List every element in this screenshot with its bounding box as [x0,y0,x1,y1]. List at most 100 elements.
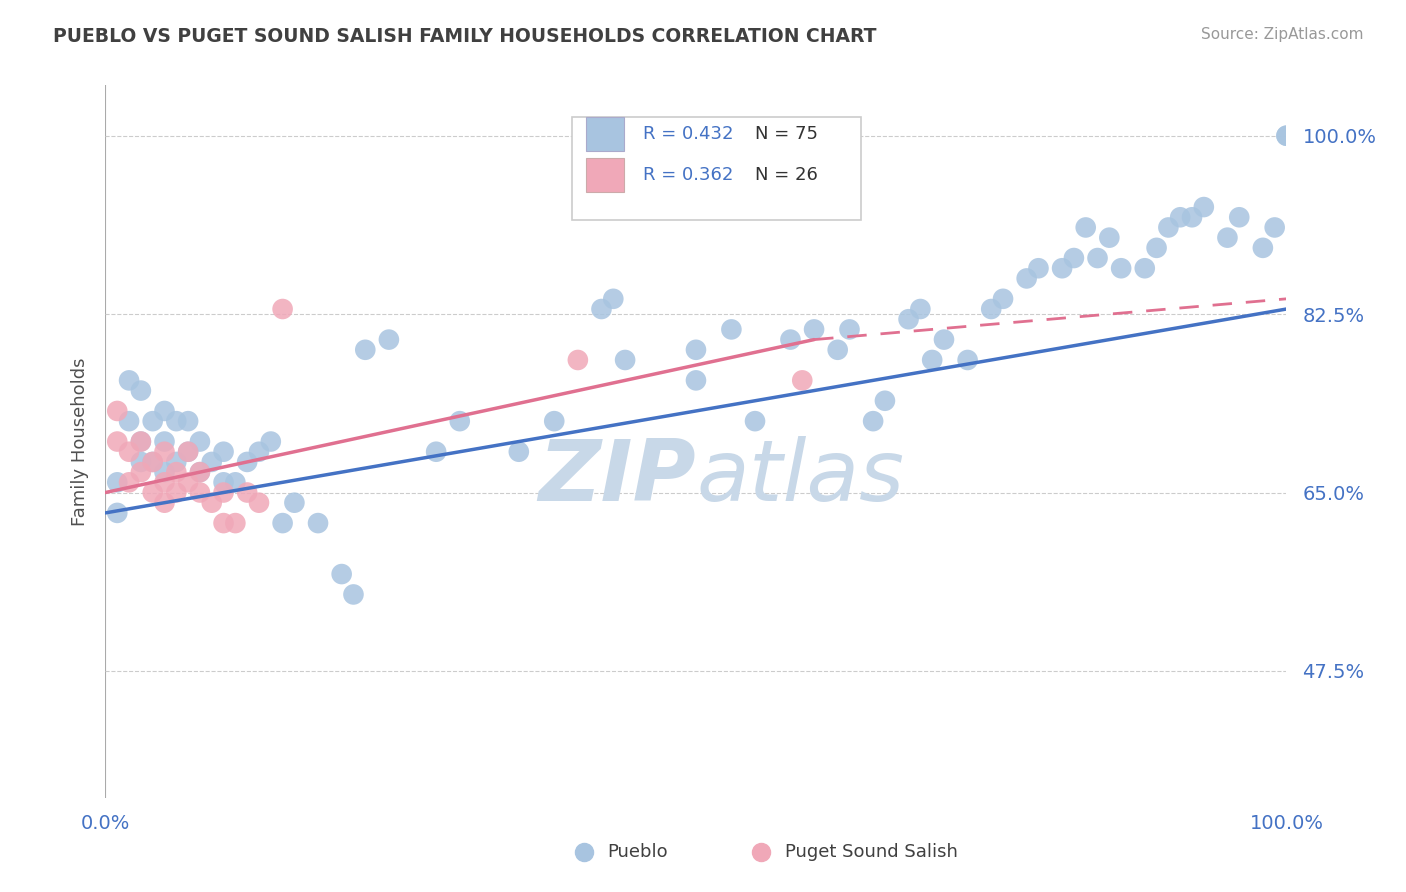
Point [378,333,401,347]
Point [543,414,565,428]
Point [177,414,200,428]
Point [862,414,884,428]
Point [224,516,246,530]
Point [779,333,801,347]
Point [342,587,364,601]
Point [1063,251,1085,265]
Point [1168,211,1191,225]
Point [1087,251,1109,265]
Point [897,312,920,326]
Point [201,496,224,510]
Point [1181,211,1204,225]
Y-axis label: Family Households: Family Households [70,358,89,525]
Point [165,465,187,479]
Point [142,455,165,469]
Point [932,333,955,347]
Point [803,322,825,336]
Point [1157,220,1180,235]
Point [271,301,294,316]
Point [1098,230,1121,244]
Text: Source: ZipAtlas.com: Source: ZipAtlas.com [1201,27,1364,42]
Point [153,496,176,510]
Point [177,444,200,458]
Point [792,373,814,387]
Point [1028,261,1050,276]
Point [118,444,141,458]
Point [602,292,624,306]
Point [1109,261,1132,276]
Point [991,292,1014,306]
Text: atlas: atlas [696,435,904,519]
Point [1050,261,1073,276]
Point [129,455,152,469]
FancyBboxPatch shape [586,117,624,151]
Point [283,496,305,510]
Point [873,393,896,408]
Point [142,485,165,500]
Point [153,444,176,458]
Point [212,485,235,500]
Point [449,414,471,428]
Point [105,404,128,418]
Point [1133,261,1156,276]
Point [354,343,377,357]
Point [142,414,165,428]
Text: PUEBLO VS PUGET SOUND SALISH FAMILY HOUSEHOLDS CORRELATION CHART: PUEBLO VS PUGET SOUND SALISH FAMILY HOUS… [53,27,877,45]
Text: N = 75: N = 75 [755,125,818,143]
Point [236,455,259,469]
Point [247,496,270,510]
Point [307,516,329,530]
Point [129,465,152,479]
Point [720,322,742,336]
Point [921,353,943,368]
Point [129,434,152,449]
Text: Puget Sound Salish: Puget Sound Salish [785,843,957,861]
Point [153,404,176,418]
Point [177,444,200,458]
Point [142,455,165,469]
Point [1227,211,1250,225]
Point [165,485,187,500]
Point [236,485,259,500]
Point [129,434,152,449]
Point [212,444,235,458]
Point [153,475,176,490]
Point [956,353,979,368]
Point [188,434,211,449]
Point [591,301,613,316]
Point [188,485,211,500]
Point [744,414,766,428]
Point [685,343,707,357]
Point [685,373,707,387]
Point [188,465,211,479]
Point [212,516,235,530]
Point [212,475,235,490]
Point [153,434,176,449]
Text: Pueblo: Pueblo [607,843,668,861]
Point [1275,128,1298,143]
Point [1251,241,1274,255]
FancyBboxPatch shape [572,117,862,220]
Point [1015,271,1038,285]
Point [838,322,860,336]
Point [105,506,128,520]
Point [118,414,141,428]
Point [330,567,353,582]
Point [910,301,932,316]
Point [188,465,211,479]
Point [165,414,187,428]
Point [118,475,141,490]
Point [224,475,246,490]
Point [247,444,270,458]
Point [129,384,152,398]
Point [567,353,589,368]
Text: N = 26: N = 26 [755,167,818,185]
Point [1192,200,1215,214]
Point [425,444,447,458]
Point [1146,241,1168,255]
Text: R = 0.362: R = 0.362 [643,167,733,185]
Point [1216,230,1239,244]
Point [177,475,200,490]
Text: ZIP: ZIP [538,435,696,519]
Point [1264,220,1286,235]
